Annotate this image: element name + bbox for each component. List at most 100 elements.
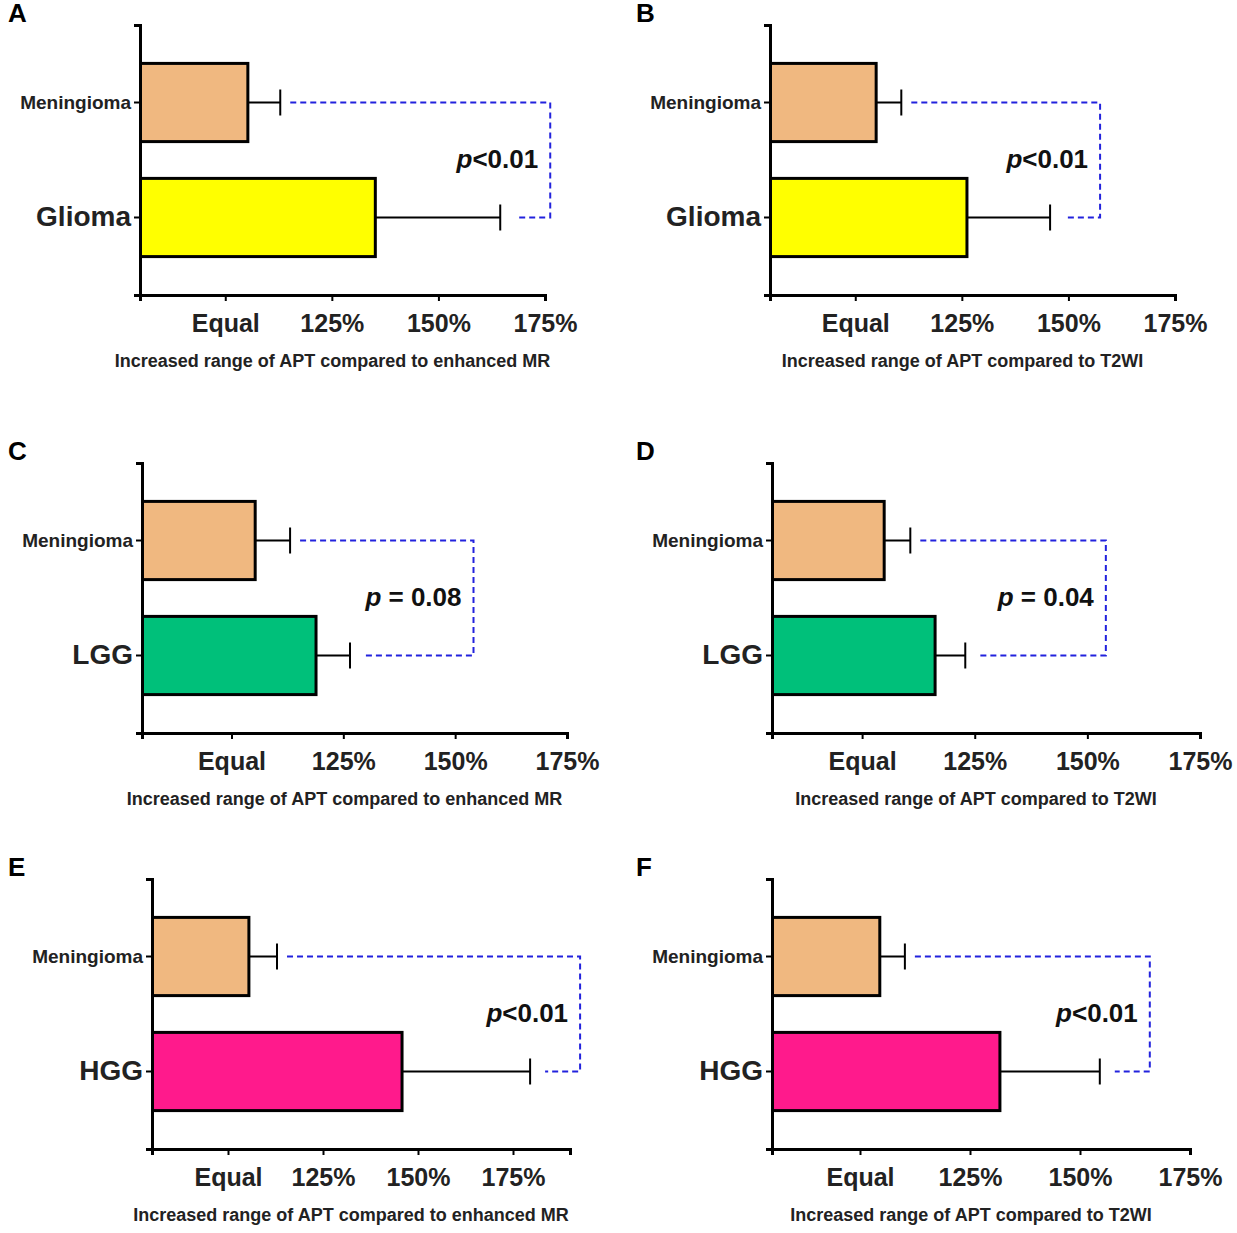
x-tick-mark [567, 733, 569, 739]
error-bar [884, 528, 910, 554]
figure: AMeningiomaGliomaEqual125%150%175%Increa… [0, 0, 1237, 1233]
x-tick: Equal [829, 733, 897, 775]
y-tick-mark [146, 956, 152, 958]
x-tick-mark [231, 733, 233, 739]
y-tick-mark [764, 216, 770, 218]
bar [772, 501, 884, 579]
y-tick: HGG [699, 1055, 772, 1086]
x-tick: Equal [192, 295, 260, 337]
x-axis-line [773, 1150, 1191, 1156]
y-tick-mark [766, 956, 772, 958]
significance-bracket [915, 957, 1150, 1072]
error-line [402, 1070, 530, 1072]
x-tick-label: 150% [1049, 1163, 1113, 1191]
y-tick: HGG [79, 1055, 152, 1086]
significance-bracket [290, 103, 550, 218]
x-tick: 125% [312, 733, 376, 775]
y-tick-mark [146, 1070, 152, 1072]
x-tick-mark [974, 733, 976, 739]
y-axis: Meningioma HGG [32, 880, 152, 1150]
x-axis: Equal125%150%175% [771, 295, 1208, 337]
x-tick: 175% [1159, 1149, 1223, 1191]
error-bar [935, 642, 965, 668]
x-axis-title: Increased range of APT compared to T2WI [790, 1205, 1151, 1225]
x-tick-mark [225, 295, 227, 301]
x-tick: 150% [387, 1149, 451, 1191]
panel-letter: C [8, 436, 27, 466]
y-tick: Meningioma [652, 946, 772, 967]
x-tick-mark [228, 1149, 230, 1155]
x-tick-mark [860, 1149, 862, 1155]
error-line [876, 102, 901, 104]
panel-letter: D [636, 436, 655, 466]
x-axis: Equal125%150%175% [153, 1149, 571, 1191]
x-tick: 125% [292, 1149, 356, 1191]
panel-letter: E [8, 852, 25, 882]
x-axis-line [773, 734, 1201, 740]
plot-area [770, 63, 1050, 256]
x-tick-label: 175% [1144, 309, 1208, 337]
plot-area [772, 917, 1100, 1110]
x-tick-mark [855, 295, 857, 301]
y-tick: Meningioma [32, 946, 152, 967]
y-tick: Meningioma [652, 530, 772, 551]
x-tick-label: 150% [424, 747, 488, 775]
bar [772, 917, 880, 995]
x-tick-label: Equal [826, 1163, 894, 1191]
error-bar [248, 90, 280, 116]
y-axis-line [764, 26, 771, 296]
error-line [884, 540, 910, 542]
p-value: p<0.01 [485, 998, 568, 1028]
plot-area [152, 917, 530, 1110]
x-tick-label: 175% [514, 309, 578, 337]
x-tick-label: 125% [939, 1163, 1003, 1191]
bar [142, 501, 255, 579]
x-tick-mark [418, 1149, 420, 1155]
error-line [1000, 1070, 1100, 1072]
x-tick-label: 125% [312, 747, 376, 775]
y-tick-mark [136, 540, 142, 542]
x-axis-line [141, 296, 546, 302]
bar [772, 1032, 1000, 1110]
x-tick-label: Equal [194, 1163, 262, 1191]
x-tick-mark [1068, 295, 1070, 301]
error-bar [249, 944, 277, 970]
panel-letter: B [636, 0, 655, 28]
y-tick: Meningioma [20, 92, 140, 113]
p-value: p<0.01 [456, 144, 539, 174]
bar [140, 63, 248, 141]
y-tick-label: LGG [72, 639, 133, 670]
x-tick-label: 175% [536, 747, 600, 775]
y-axis-line [136, 464, 143, 734]
y-tick: Glioma [666, 201, 770, 232]
x-axis-line [153, 1150, 571, 1156]
x-tick-mark [970, 1149, 972, 1155]
error-cap [1099, 1058, 1101, 1084]
x-tick-label: 125% [300, 309, 364, 337]
x-tick: Equal [198, 733, 266, 775]
x-tick-mark [1080, 1149, 1082, 1155]
x-tick-mark [513, 1149, 515, 1155]
error-cap [276, 944, 278, 970]
x-tick: Equal [826, 1149, 894, 1191]
x-tick-label: 150% [1037, 309, 1101, 337]
bar [770, 63, 876, 141]
x-tick: 125% [300, 295, 364, 337]
bar [772, 616, 935, 694]
error-cap [499, 204, 501, 230]
error-cap [289, 528, 291, 554]
y-tick: LGG [72, 639, 142, 670]
x-axis-title: Increased range of APT compared to enhan… [127, 789, 562, 809]
y-tick-mark [764, 102, 770, 104]
y-axis: Meningioma HGG [652, 880, 772, 1150]
bar [152, 1032, 402, 1110]
y-tick-label: Meningioma [650, 92, 761, 113]
y-tick-label: LGG [702, 639, 763, 670]
bar [142, 616, 316, 694]
bar [152, 917, 249, 995]
x-tick-mark [961, 295, 963, 301]
x-tick-mark [545, 295, 547, 301]
error-bar [876, 90, 901, 116]
x-tick-label: 175% [1159, 1163, 1223, 1191]
x-axis-title: Increased range of APT compared to T2WI [795, 789, 1156, 809]
